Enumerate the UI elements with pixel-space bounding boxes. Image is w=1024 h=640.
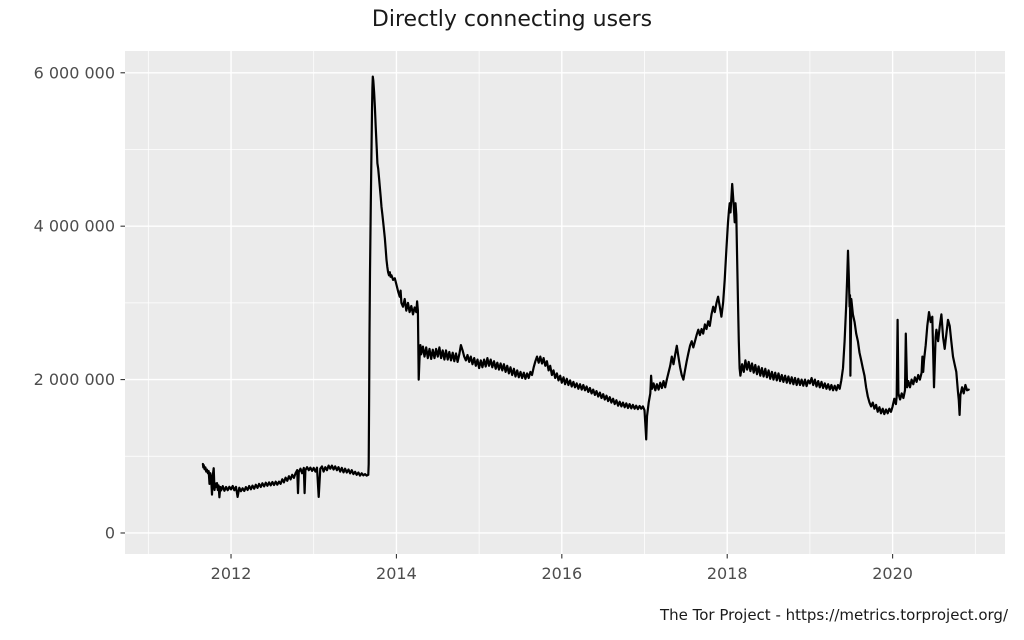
x-tick-label: 2012 xyxy=(211,564,252,583)
x-tick-label: 2020 xyxy=(872,564,913,583)
x-tick-label: 2014 xyxy=(376,564,417,583)
y-tick-label: 0 xyxy=(105,523,115,542)
x-tick-label: 2016 xyxy=(541,564,582,583)
y-tick-label: 6 000 000 xyxy=(34,63,115,82)
y-tick-label: 2 000 000 xyxy=(34,370,115,389)
y-tick-label: 4 000 000 xyxy=(34,217,115,236)
chart-caption: The Tor Project - https://metrics.torpro… xyxy=(659,606,1008,624)
x-tick-label: 2018 xyxy=(707,564,748,583)
plot-panel xyxy=(125,51,1005,554)
data-line xyxy=(201,75,970,499)
chart-title: Directly connecting users xyxy=(371,7,653,32)
